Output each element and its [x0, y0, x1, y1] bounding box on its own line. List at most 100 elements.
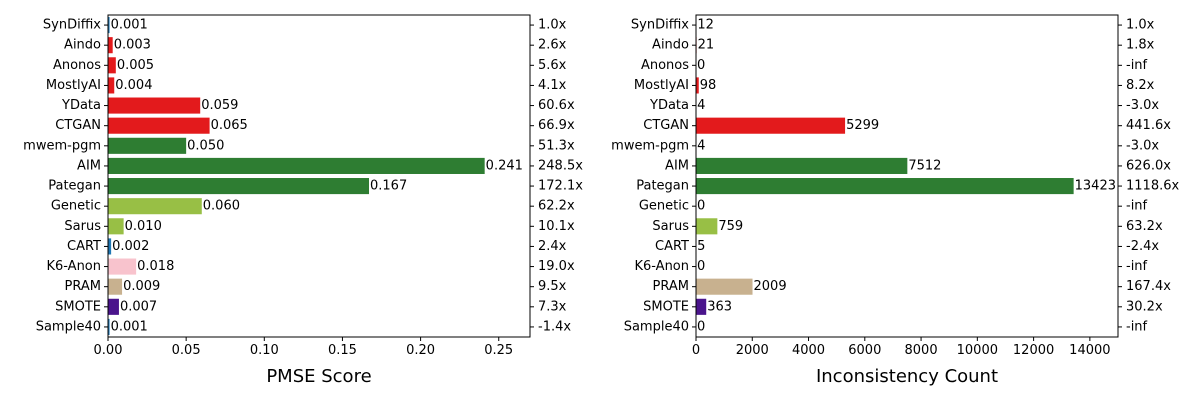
y-tick-label: Sample40	[36, 319, 101, 334]
bar-ydata	[108, 97, 201, 114]
y-tick-label: YData	[649, 98, 689, 113]
bar-aindo	[108, 37, 113, 54]
x-tick-label: 0.20	[406, 343, 435, 358]
y-tick-label: Genetic	[51, 199, 101, 214]
ratio-label: -3.0x	[1126, 98, 1159, 113]
y-tick-label: CART	[655, 239, 689, 254]
y-tick-label: PRAM	[65, 279, 101, 294]
bar-value-label: 0.065	[211, 118, 248, 133]
ratio-label: 248.5x	[538, 158, 583, 173]
y-tick-label: mwem-pgm	[611, 138, 689, 153]
ratio-label: 1.0x	[1126, 18, 1155, 33]
bar-syndiffix	[108, 17, 110, 34]
bar-value-label: 0.001	[111, 18, 148, 33]
inconsistency-count-panel: SynDiffix 12 1.0x Aindo 21 1.8x Anonos 0 -inf Mos…	[611, 14, 1179, 387]
bar-value-label: 0.018	[137, 259, 174, 274]
ratio-label: 1.0x	[538, 18, 567, 33]
ratio-label: -inf	[1126, 319, 1148, 334]
ratio-label: 1118.6x	[1126, 179, 1179, 194]
bar-smote	[696, 298, 707, 315]
y-tick-label: SMOTE	[643, 299, 689, 314]
bar-value-label: 0.004	[115, 78, 152, 93]
x-axis-title: PMSE Score	[266, 366, 371, 387]
bar-value-label: 0.002	[112, 239, 149, 254]
ratio-label: 62.2x	[538, 199, 575, 214]
y-tick-label: CART	[67, 239, 101, 254]
y-tick-label: Sarus	[64, 219, 101, 234]
ratio-label: -1.4x	[538, 319, 571, 334]
bar-value-label: 0.167	[370, 179, 407, 194]
ratio-label: 51.3x	[538, 138, 575, 153]
y-tick-label: K6-Anon	[634, 259, 689, 274]
x-tick-label: 8000	[905, 343, 938, 358]
ratio-label: 63.2x	[1126, 219, 1163, 234]
y-tick-label: SynDiffix	[43, 18, 101, 33]
x-tick-label: 0.25	[484, 343, 513, 358]
y-tick-label: SynDiffix	[631, 18, 689, 33]
y-tick-label: Pategan	[636, 179, 689, 194]
ratio-label: 66.9x	[538, 118, 575, 133]
bar-value-label: 0.010	[125, 219, 162, 234]
ratio-label: 441.6x	[1126, 118, 1171, 133]
x-tick-label: 0.15	[328, 343, 357, 358]
bar-value-label: 0.009	[123, 279, 160, 294]
y-tick-label: SMOTE	[55, 299, 101, 314]
y-tick-label: Aindo	[64, 38, 101, 53]
ratio-label: -3.0x	[1126, 138, 1159, 153]
bar-value-label: 759	[718, 219, 743, 234]
y-tick-label: Pategan	[48, 179, 101, 194]
x-tick-label: 0.00	[94, 343, 123, 358]
bar-smote	[108, 298, 119, 315]
bar-genetic	[108, 198, 202, 215]
bar-value-label: 0.241	[486, 158, 523, 173]
plot-frame	[107, 14, 531, 338]
y-tick-label: MostlyAI	[634, 78, 689, 93]
ratio-label: 1.8x	[1126, 38, 1155, 53]
bar-value-label: 0	[697, 319, 705, 334]
bar-value-label: 0.007	[120, 299, 157, 314]
bar-ctgan	[696, 117, 846, 134]
bar-sample40	[108, 318, 110, 335]
ratio-label: 19.0x	[538, 259, 575, 274]
y-tick-label: CTGAN	[55, 118, 101, 133]
x-tick-label: 0.10	[250, 343, 279, 358]
bar-aim	[696, 157, 908, 174]
y-tick-label: AIM	[77, 158, 101, 173]
bar-value-label: 13423	[1075, 179, 1116, 194]
ratio-label: -inf	[1126, 199, 1148, 214]
x-axis-title: Inconsistency Count	[816, 366, 998, 387]
bar-value-label: 0.001	[111, 319, 148, 334]
bar-value-label: 4	[697, 98, 705, 113]
bar-sarus	[108, 218, 124, 235]
bar-value-label: 4	[697, 138, 705, 153]
bar-mwem-pgm	[108, 137, 187, 154]
y-tick-label: MostlyAI	[46, 78, 101, 93]
bar-value-label: 0.005	[117, 58, 154, 73]
bar-value-label: 12	[697, 18, 714, 33]
bar-cart	[108, 238, 112, 255]
bar-value-label: 0.060	[203, 199, 240, 214]
bar-anonos	[108, 57, 116, 74]
x-tick-label: 4000	[792, 343, 825, 358]
y-tick-label: AIM	[665, 158, 689, 173]
ratio-label: 10.1x	[538, 219, 575, 234]
ratio-label: 8.2x	[1126, 78, 1155, 93]
pmse-score-panel: SynDiffix 0.001 1.0x Aindo 0.003 2.6x Anonos 0.…	[23, 14, 583, 387]
plot-frame	[695, 14, 1119, 338]
bar-value-label: 363	[707, 299, 732, 314]
ratio-label: 4.1x	[538, 78, 567, 93]
y-tick-label: PRAM	[653, 279, 689, 294]
bar-value-label: 0	[697, 58, 705, 73]
bar-mostlyai	[696, 77, 699, 94]
y-tick-label: mwem-pgm	[23, 138, 101, 153]
x-tick-label: 0	[692, 343, 700, 358]
ratio-label: 2.4x	[538, 239, 567, 254]
bar-value-label: 7512	[908, 158, 941, 173]
bar-aim	[108, 157, 485, 174]
bar-pram	[696, 278, 753, 295]
y-tick-label: Aindo	[652, 38, 689, 53]
bar-value-label: 98	[700, 78, 717, 93]
ratio-label: -inf	[1126, 58, 1148, 73]
bar-pategan	[108, 178, 370, 195]
